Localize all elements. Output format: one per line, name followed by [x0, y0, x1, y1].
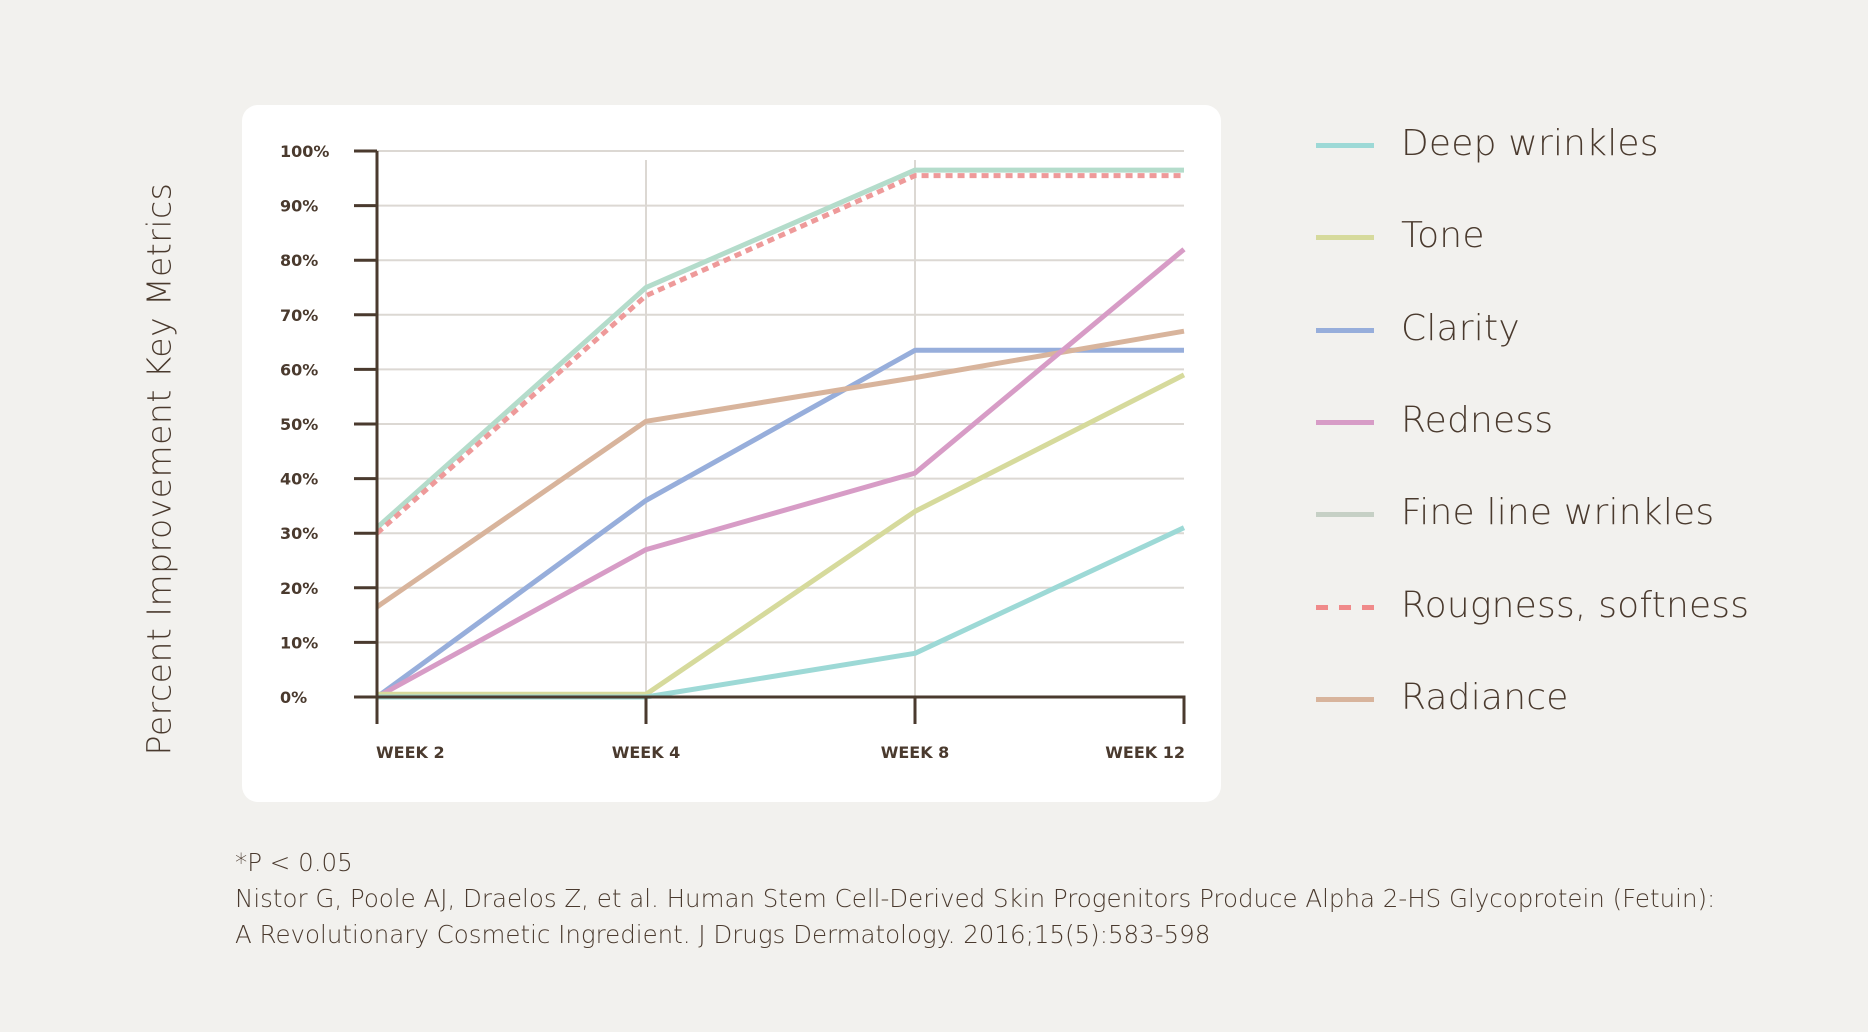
y-tick-label: 30%	[280, 524, 318, 543]
citation-line-1: Nistor G, Poole AJ, Draelos Z, et al. Hu…	[235, 884, 1716, 913]
series-line-tone	[377, 372, 1186, 697]
legend-swatch	[1316, 512, 1374, 518]
legend-label: Clarity	[1401, 307, 1520, 349]
y-tick-label: 0%	[280, 688, 307, 707]
y-tick-label: 20%	[280, 579, 318, 598]
legend-label: Radiance	[1401, 676, 1569, 718]
series-line-fine-line-wrinkles	[375, 167, 1184, 530]
x-tick-label: WEEK 12	[1105, 743, 1185, 762]
legend-item: Clarity	[1316, 305, 1816, 355]
legend-swatch	[1316, 143, 1374, 148]
legend-item: Deep wrinkles	[1316, 120, 1816, 170]
axes	[354, 149, 1186, 724]
legend-swatch	[1316, 327, 1374, 333]
legend-item: Fine line wrinkles	[1316, 489, 1816, 539]
series-line-deep-wrinkles	[377, 525, 1186, 700]
legend-label: Redness	[1401, 399, 1554, 441]
legend-label: Rougness, softness	[1401, 584, 1750, 626]
x-tick-label: WEEK 2	[376, 743, 445, 762]
x-tick-label: WEEK 4	[612, 743, 681, 762]
legend-label: Tone	[1401, 215, 1485, 257]
y-tick-label: 10%	[280, 633, 318, 652]
y-tick-label: 50%	[280, 415, 318, 434]
y-tick-label: 70%	[280, 306, 318, 325]
legend-label: Deep wrinkles	[1401, 123, 1659, 164]
y-tick-labels: 0% 10% 20% 30% 40% 50% 60% 70% 80% 90% 100%	[280, 142, 329, 707]
y-tick-label: 40%	[280, 470, 318, 489]
legend-swatch	[1316, 604, 1374, 610]
footnote: *P < 0.05 Nistor G, Poole AJ, Draelos Z,…	[235, 845, 1715, 953]
legend-swatch	[1316, 419, 1374, 425]
y-tick-label: 90%	[280, 197, 318, 216]
legend-item: Tone	[1316, 212, 1816, 262]
y-tick-label: 80%	[280, 251, 318, 270]
series-lines	[375, 167, 1186, 700]
y-tick-label: 100%	[280, 142, 329, 161]
legend-item: Rougness, softness	[1316, 582, 1816, 632]
series-line-rougness-softness	[375, 173, 1184, 536]
series-line-clarity	[375, 347, 1184, 700]
legend-label: Fine line wrinkles	[1401, 492, 1715, 534]
citation-line-2: A Revolutionary Cosmetic Ingredient. J D…	[235, 920, 1211, 949]
series-line-radiance	[375, 328, 1185, 609]
legend-swatch	[1316, 235, 1374, 241]
x-tick-labels: WEEK 2 WEEK 4 WEEK 8 WEEK 12	[376, 743, 1185, 762]
significance-note: *P < 0.05	[235, 848, 353, 877]
legend-swatch	[1316, 696, 1374, 702]
gridlines	[377, 150, 1184, 697]
series-line-redness	[375, 247, 1186, 700]
legend-item: Redness	[1316, 397, 1816, 447]
x-tick-label: WEEK 8	[881, 743, 950, 762]
legend-item: Radiance	[1316, 674, 1816, 724]
y-tick-label: 60%	[280, 360, 318, 379]
